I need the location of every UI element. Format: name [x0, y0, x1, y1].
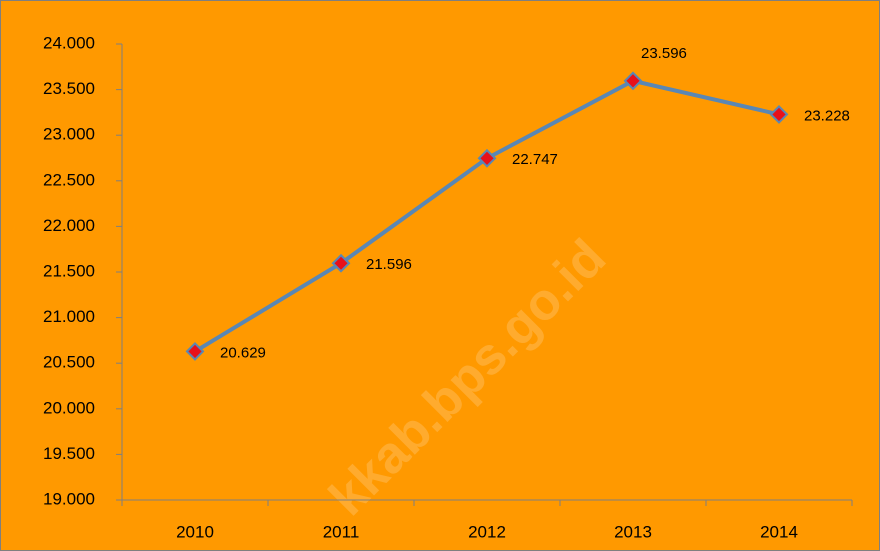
data-label: 20.629 [220, 344, 266, 361]
marker [331, 253, 351, 273]
data-label: 23.228 [804, 107, 850, 124]
y-tick-label: 21.500 [43, 261, 95, 280]
y-tick-label: 19.500 [43, 444, 95, 463]
x-tick-label: 2012 [468, 522, 506, 541]
data-label: 22.747 [512, 151, 558, 168]
marker [623, 71, 643, 91]
x-tick-label: 2014 [760, 522, 798, 541]
x-tick-label: 2011 [323, 522, 360, 541]
marker [477, 148, 497, 168]
data-label: 21.596 [366, 256, 412, 273]
y-tick-label: 23.000 [43, 125, 95, 144]
y-tick-label: 24.000 [43, 33, 95, 52]
data-label: 23.596 [641, 45, 687, 62]
y-tick-label: 21.000 [43, 307, 95, 326]
y-tick-label: 22.000 [43, 216, 95, 235]
marker [185, 342, 205, 361]
x-tick-label: 2010 [176, 522, 214, 541]
y-tick-label: 20.000 [43, 398, 95, 417]
y-tick-label: 23.500 [43, 79, 95, 98]
y-tick-label: 20.500 [43, 353, 95, 372]
marker [769, 104, 789, 124]
y-tick-label: 22.500 [43, 170, 95, 189]
y-tick-label: 19.000 [43, 489, 95, 508]
x-tick-label: 2013 [614, 522, 652, 541]
